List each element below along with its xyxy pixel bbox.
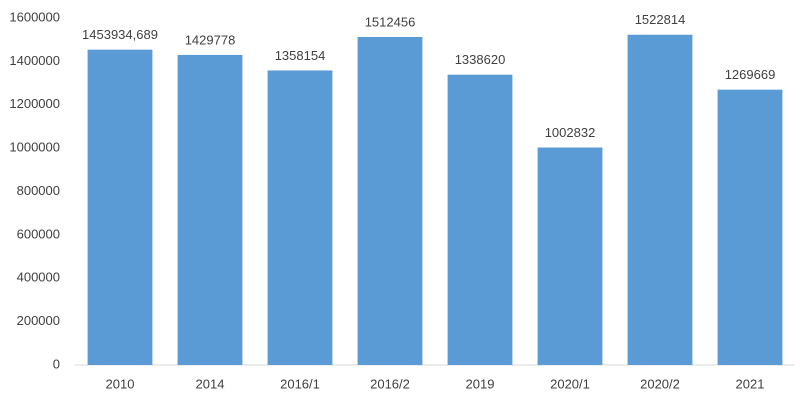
data-label: 1338620 [455, 52, 506, 67]
data-label: 1269669 [725, 67, 776, 82]
x-tick-label: 2016/2 [370, 376, 410, 391]
data-label: 1358154 [275, 48, 326, 63]
y-tick-label: 600000 [17, 226, 60, 241]
x-tick-label: 2019 [466, 376, 495, 391]
data-label: 1522814 [635, 12, 686, 27]
y-tick-label: 0 [53, 356, 60, 371]
data-label: 1002832 [545, 125, 596, 140]
y-tick-label: 200000 [17, 313, 60, 328]
bar [537, 147, 603, 365]
x-tick-label: 2020/2 [640, 376, 680, 391]
data-label: 1453934,689 [82, 27, 158, 42]
bar [267, 70, 333, 365]
bar [87, 49, 153, 365]
data-label: 1429778 [185, 32, 236, 47]
bar [447, 74, 513, 365]
x-tick-label: 2020/1 [550, 376, 590, 391]
x-tick-label: 2010 [106, 376, 135, 391]
x-tick-label: 2014 [196, 376, 225, 391]
data-label: 1512456 [365, 14, 416, 29]
y-tick-label: 400000 [17, 270, 60, 285]
y-tick-label: 800000 [17, 183, 60, 198]
bar [627, 34, 693, 365]
y-tick-label: 1400000 [9, 53, 60, 68]
y-tick-label: 1000000 [9, 140, 60, 155]
y-tick-label: 1600000 [9, 9, 60, 24]
y-tick-label: 1200000 [9, 96, 60, 111]
bar [717, 89, 783, 365]
bar [177, 54, 243, 365]
x-tick-label: 2016/1 [280, 376, 320, 391]
bar [357, 36, 423, 365]
x-tick-label: 2021 [736, 376, 765, 391]
